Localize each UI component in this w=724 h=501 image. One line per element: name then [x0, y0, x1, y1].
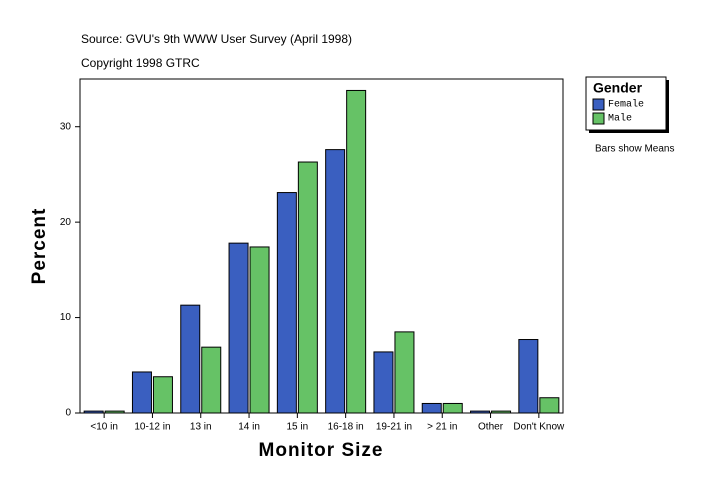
y-tick-label: 0	[65, 408, 71, 419]
legend-title: Gender	[593, 80, 643, 96]
bar	[104, 410, 125, 414]
bar	[152, 376, 173, 414]
bar	[421, 402, 442, 414]
bar	[228, 242, 249, 414]
bar	[373, 351, 394, 414]
x-tick-label: > 21 in	[427, 422, 457, 433]
x-tick-label: 19-21 in	[376, 422, 412, 433]
bar	[491, 410, 512, 414]
x-axis-label: Monitor Size	[259, 440, 384, 461]
legend-swatch	[592, 112, 605, 125]
x-tick-label: 16-18 in	[328, 422, 364, 433]
x-tick-label: 14 in	[238, 422, 260, 433]
chart-title: Source: GVU's 9th WWW User Survey (April…	[81, 32, 352, 46]
bar	[249, 246, 270, 414]
bar	[325, 149, 346, 414]
note: Bars show Means	[595, 144, 674, 155]
bar	[518, 339, 539, 414]
legend-label: Male	[608, 113, 632, 125]
y-tick-label: 10	[60, 312, 72, 323]
y-axis-label: Percent	[29, 208, 50, 285]
bar	[201, 346, 222, 414]
bar	[442, 402, 463, 414]
x-tick-label: 10-12 in	[134, 422, 170, 433]
bar	[470, 410, 491, 414]
bar	[394, 331, 415, 414]
x-tick-label: Other	[478, 422, 504, 433]
bar	[180, 304, 201, 414]
x-tick-label: <10 in	[90, 422, 118, 433]
x-tick-label: 13 in	[190, 422, 212, 433]
legend-label: Female	[608, 99, 644, 111]
legend-swatch	[592, 98, 605, 111]
x-tick-label: Don't Know	[513, 422, 565, 433]
x-tick-label: 15 in	[287, 422, 309, 433]
bar	[297, 161, 318, 414]
y-tick-label: 20	[60, 217, 72, 228]
plot-frame	[79, 78, 564, 414]
y-tick-label: 30	[60, 121, 72, 132]
chart-subtitle: Copyright 1998 GTRC	[81, 56, 200, 70]
bar	[539, 397, 560, 414]
bar	[131, 371, 152, 414]
bar	[83, 410, 104, 414]
bar	[276, 192, 297, 414]
bar	[346, 89, 367, 414]
